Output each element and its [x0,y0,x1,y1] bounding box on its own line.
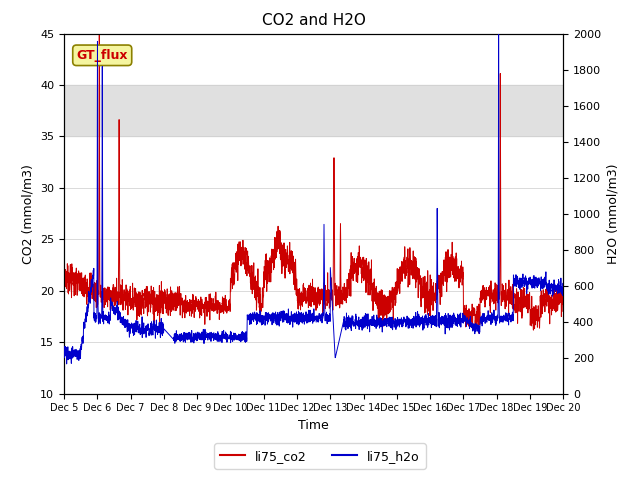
Legend: li75_co2, li75_h2o: li75_co2, li75_h2o [214,444,426,469]
Title: CO2 and H2O: CO2 and H2O [262,13,365,28]
Y-axis label: CO2 (mmol/m3): CO2 (mmol/m3) [22,164,35,264]
Text: GT_flux: GT_flux [77,49,128,62]
Y-axis label: H2O (mmol/m3): H2O (mmol/m3) [607,163,620,264]
Bar [64,85,563,136]
X-axis label: Time: Time [298,419,329,432]
